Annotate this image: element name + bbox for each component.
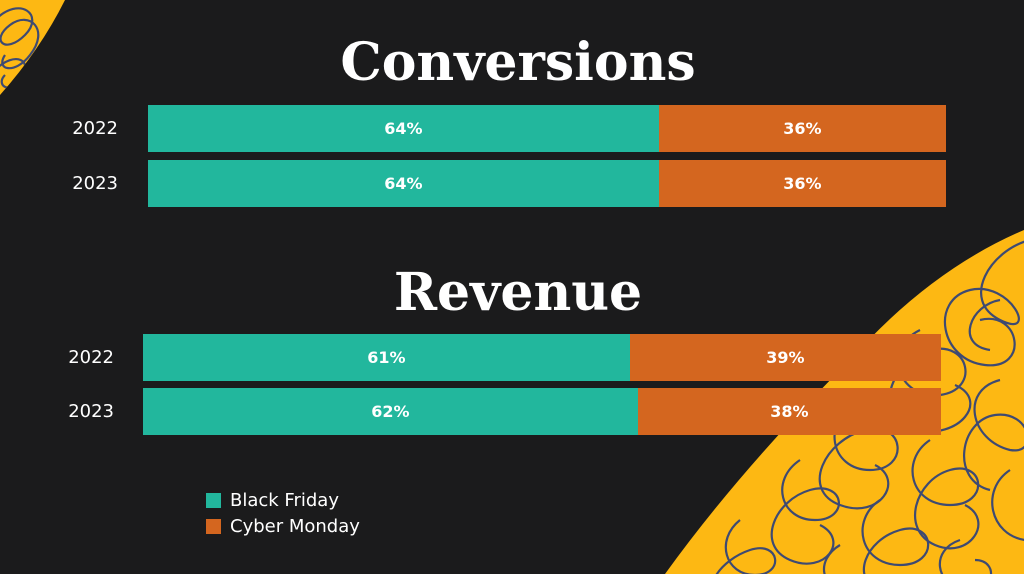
revenue-chart-title: Revenue	[393, 262, 643, 323]
revenue-row-2023: 2023 62% 38%	[0, 388, 1024, 435]
category-label: 2023	[72, 173, 118, 194]
data-label: 62%	[371, 402, 410, 421]
legend-label-black-friday: Black Friday	[230, 489, 339, 511]
data-label: 38%	[770, 402, 809, 421]
legend: Black Friday Cyber Monday	[206, 487, 360, 539]
bar-segment-black-friday: 62%	[143, 388, 638, 435]
revenue-row-2022: 2022 61% 39%	[0, 334, 1024, 381]
legend-swatch-cyber-monday	[206, 518, 221, 534]
data-label: 61%	[367, 348, 406, 367]
data-label: 64%	[384, 174, 423, 193]
legend-item-cyber-monday: Cyber Monday	[206, 513, 360, 539]
category-label: 2022	[68, 347, 114, 368]
category-label: 2022	[72, 118, 118, 139]
conversions-chart-title: Conversions	[340, 32, 696, 93]
data-label: 36%	[783, 119, 822, 138]
bar-segment-black-friday: 64%	[148, 105, 659, 152]
legend-item-black-friday: Black Friday	[206, 487, 360, 513]
conversions-row-2022: 2022 64% 36%	[0, 105, 1024, 152]
legend-label-cyber-monday: Cyber Monday	[230, 515, 360, 537]
conversions-row-2023: 2023 64% 36%	[0, 160, 1024, 207]
data-label: 36%	[783, 174, 822, 193]
bar-segment-black-friday: 61%	[143, 334, 630, 381]
yellow-corner-top-left	[0, 0, 65, 95]
bar-segment-black-friday: 64%	[148, 160, 659, 207]
legend-swatch-black-friday	[206, 492, 221, 508]
data-label: 39%	[766, 348, 805, 367]
bar-segment-cyber-monday: 39%	[629, 334, 941, 381]
bar-segment-cyber-monday: 36%	[658, 105, 946, 152]
data-label: 64%	[384, 119, 423, 138]
category-label: 2023	[68, 401, 114, 422]
bar-segment-cyber-monday: 38%	[637, 388, 941, 435]
scribble-pattern	[0, 7, 1024, 574]
bar-segment-cyber-monday: 36%	[658, 160, 946, 207]
